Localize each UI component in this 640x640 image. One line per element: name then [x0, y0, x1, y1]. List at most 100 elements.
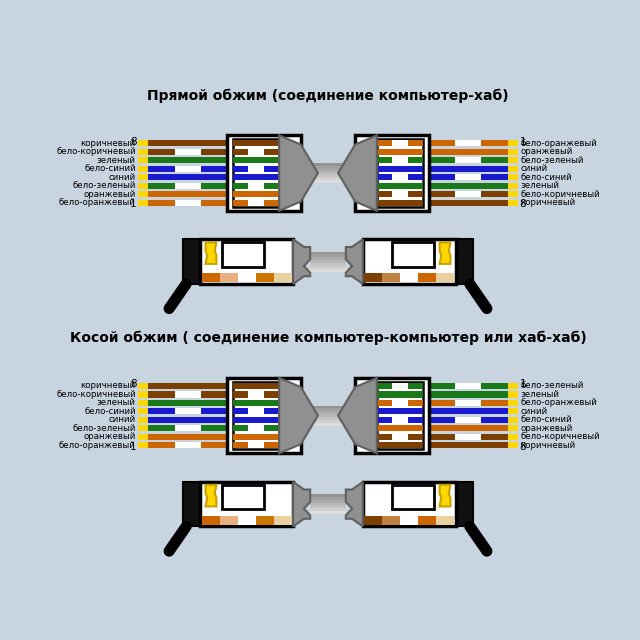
Bar: [481, 417, 508, 423]
Bar: [429, 191, 455, 197]
Bar: [233, 383, 279, 389]
Text: 8: 8: [130, 137, 136, 147]
Bar: [264, 425, 279, 431]
Bar: [255, 273, 273, 282]
Polygon shape: [293, 239, 310, 284]
Bar: [148, 442, 175, 449]
Bar: [363, 482, 456, 527]
Bar: [355, 135, 429, 211]
Polygon shape: [279, 135, 318, 211]
Bar: [233, 148, 248, 155]
Bar: [310, 252, 346, 255]
Polygon shape: [440, 485, 451, 506]
Bar: [310, 269, 346, 271]
Bar: [202, 516, 220, 525]
Bar: [237, 516, 255, 525]
Bar: [148, 182, 175, 189]
Polygon shape: [205, 485, 216, 506]
Bar: [233, 139, 279, 207]
Text: зеленый: зеленый: [97, 398, 136, 408]
Bar: [175, 391, 201, 397]
Polygon shape: [346, 482, 363, 527]
Bar: [138, 157, 148, 163]
Bar: [455, 434, 481, 440]
Bar: [436, 273, 454, 282]
Bar: [408, 174, 423, 180]
Bar: [148, 434, 227, 440]
Bar: [148, 400, 227, 406]
Bar: [377, 191, 392, 197]
Bar: [436, 516, 454, 525]
Text: бело-коричневый: бело-коричневый: [520, 189, 600, 199]
Text: Прямой обжим (соединение компьютер-хаб): Прямой обжим (соединение компьютер-хаб): [147, 88, 509, 102]
Bar: [377, 400, 392, 406]
Bar: [377, 166, 423, 172]
Bar: [508, 417, 518, 423]
Bar: [175, 182, 201, 189]
Bar: [392, 191, 408, 197]
Bar: [455, 383, 481, 389]
Bar: [481, 191, 508, 197]
Bar: [297, 180, 359, 183]
Bar: [138, 442, 148, 449]
Bar: [481, 434, 508, 440]
Bar: [392, 434, 408, 440]
Bar: [233, 157, 279, 163]
Bar: [138, 400, 148, 406]
Bar: [248, 442, 264, 449]
Bar: [297, 408, 359, 412]
Bar: [297, 423, 359, 426]
Bar: [508, 425, 518, 431]
Bar: [248, 408, 264, 415]
Bar: [227, 135, 301, 211]
Text: коричневый: коричневый: [81, 139, 136, 148]
Bar: [237, 273, 255, 282]
Text: оранжевый: оранжевый: [520, 424, 573, 433]
Bar: [408, 434, 423, 440]
Bar: [377, 417, 392, 423]
Bar: [201, 182, 227, 189]
Bar: [408, 417, 423, 423]
Bar: [297, 414, 359, 417]
Bar: [455, 157, 481, 163]
Bar: [377, 174, 392, 180]
Bar: [377, 157, 392, 163]
Bar: [377, 425, 423, 431]
Bar: [377, 383, 392, 389]
Bar: [148, 148, 175, 155]
Text: бело-оранжевый: бело-оранжевый: [59, 198, 136, 207]
Bar: [175, 408, 201, 415]
Polygon shape: [338, 378, 377, 453]
Bar: [248, 182, 264, 189]
Bar: [401, 273, 419, 282]
Bar: [138, 434, 148, 440]
Bar: [148, 200, 175, 206]
Bar: [392, 157, 408, 163]
Bar: [355, 378, 429, 453]
Bar: [429, 166, 508, 172]
Bar: [429, 417, 455, 423]
Bar: [429, 400, 455, 406]
Bar: [273, 516, 292, 525]
Bar: [138, 140, 148, 147]
Bar: [508, 140, 518, 147]
Bar: [392, 485, 434, 509]
Bar: [377, 442, 423, 449]
Bar: [201, 391, 227, 397]
Bar: [233, 140, 279, 147]
Bar: [429, 182, 508, 189]
Bar: [481, 157, 508, 163]
Bar: [377, 391, 423, 397]
Text: бело-синий: бело-синий: [84, 407, 136, 416]
Bar: [508, 391, 518, 397]
Bar: [220, 516, 237, 525]
Bar: [138, 200, 148, 206]
Text: бело-зеленый: бело-зеленый: [72, 181, 136, 190]
Text: оранжевый: оранжевый: [83, 189, 136, 199]
Bar: [148, 166, 175, 172]
Bar: [264, 166, 279, 172]
Text: бело-синий: бело-синий: [84, 164, 136, 173]
Bar: [148, 191, 227, 197]
Bar: [310, 266, 346, 269]
Text: Косой обжим ( соединение компьютер-компьютер или хаб-хаб): Косой обжим ( соединение компьютер-компь…: [70, 331, 586, 345]
